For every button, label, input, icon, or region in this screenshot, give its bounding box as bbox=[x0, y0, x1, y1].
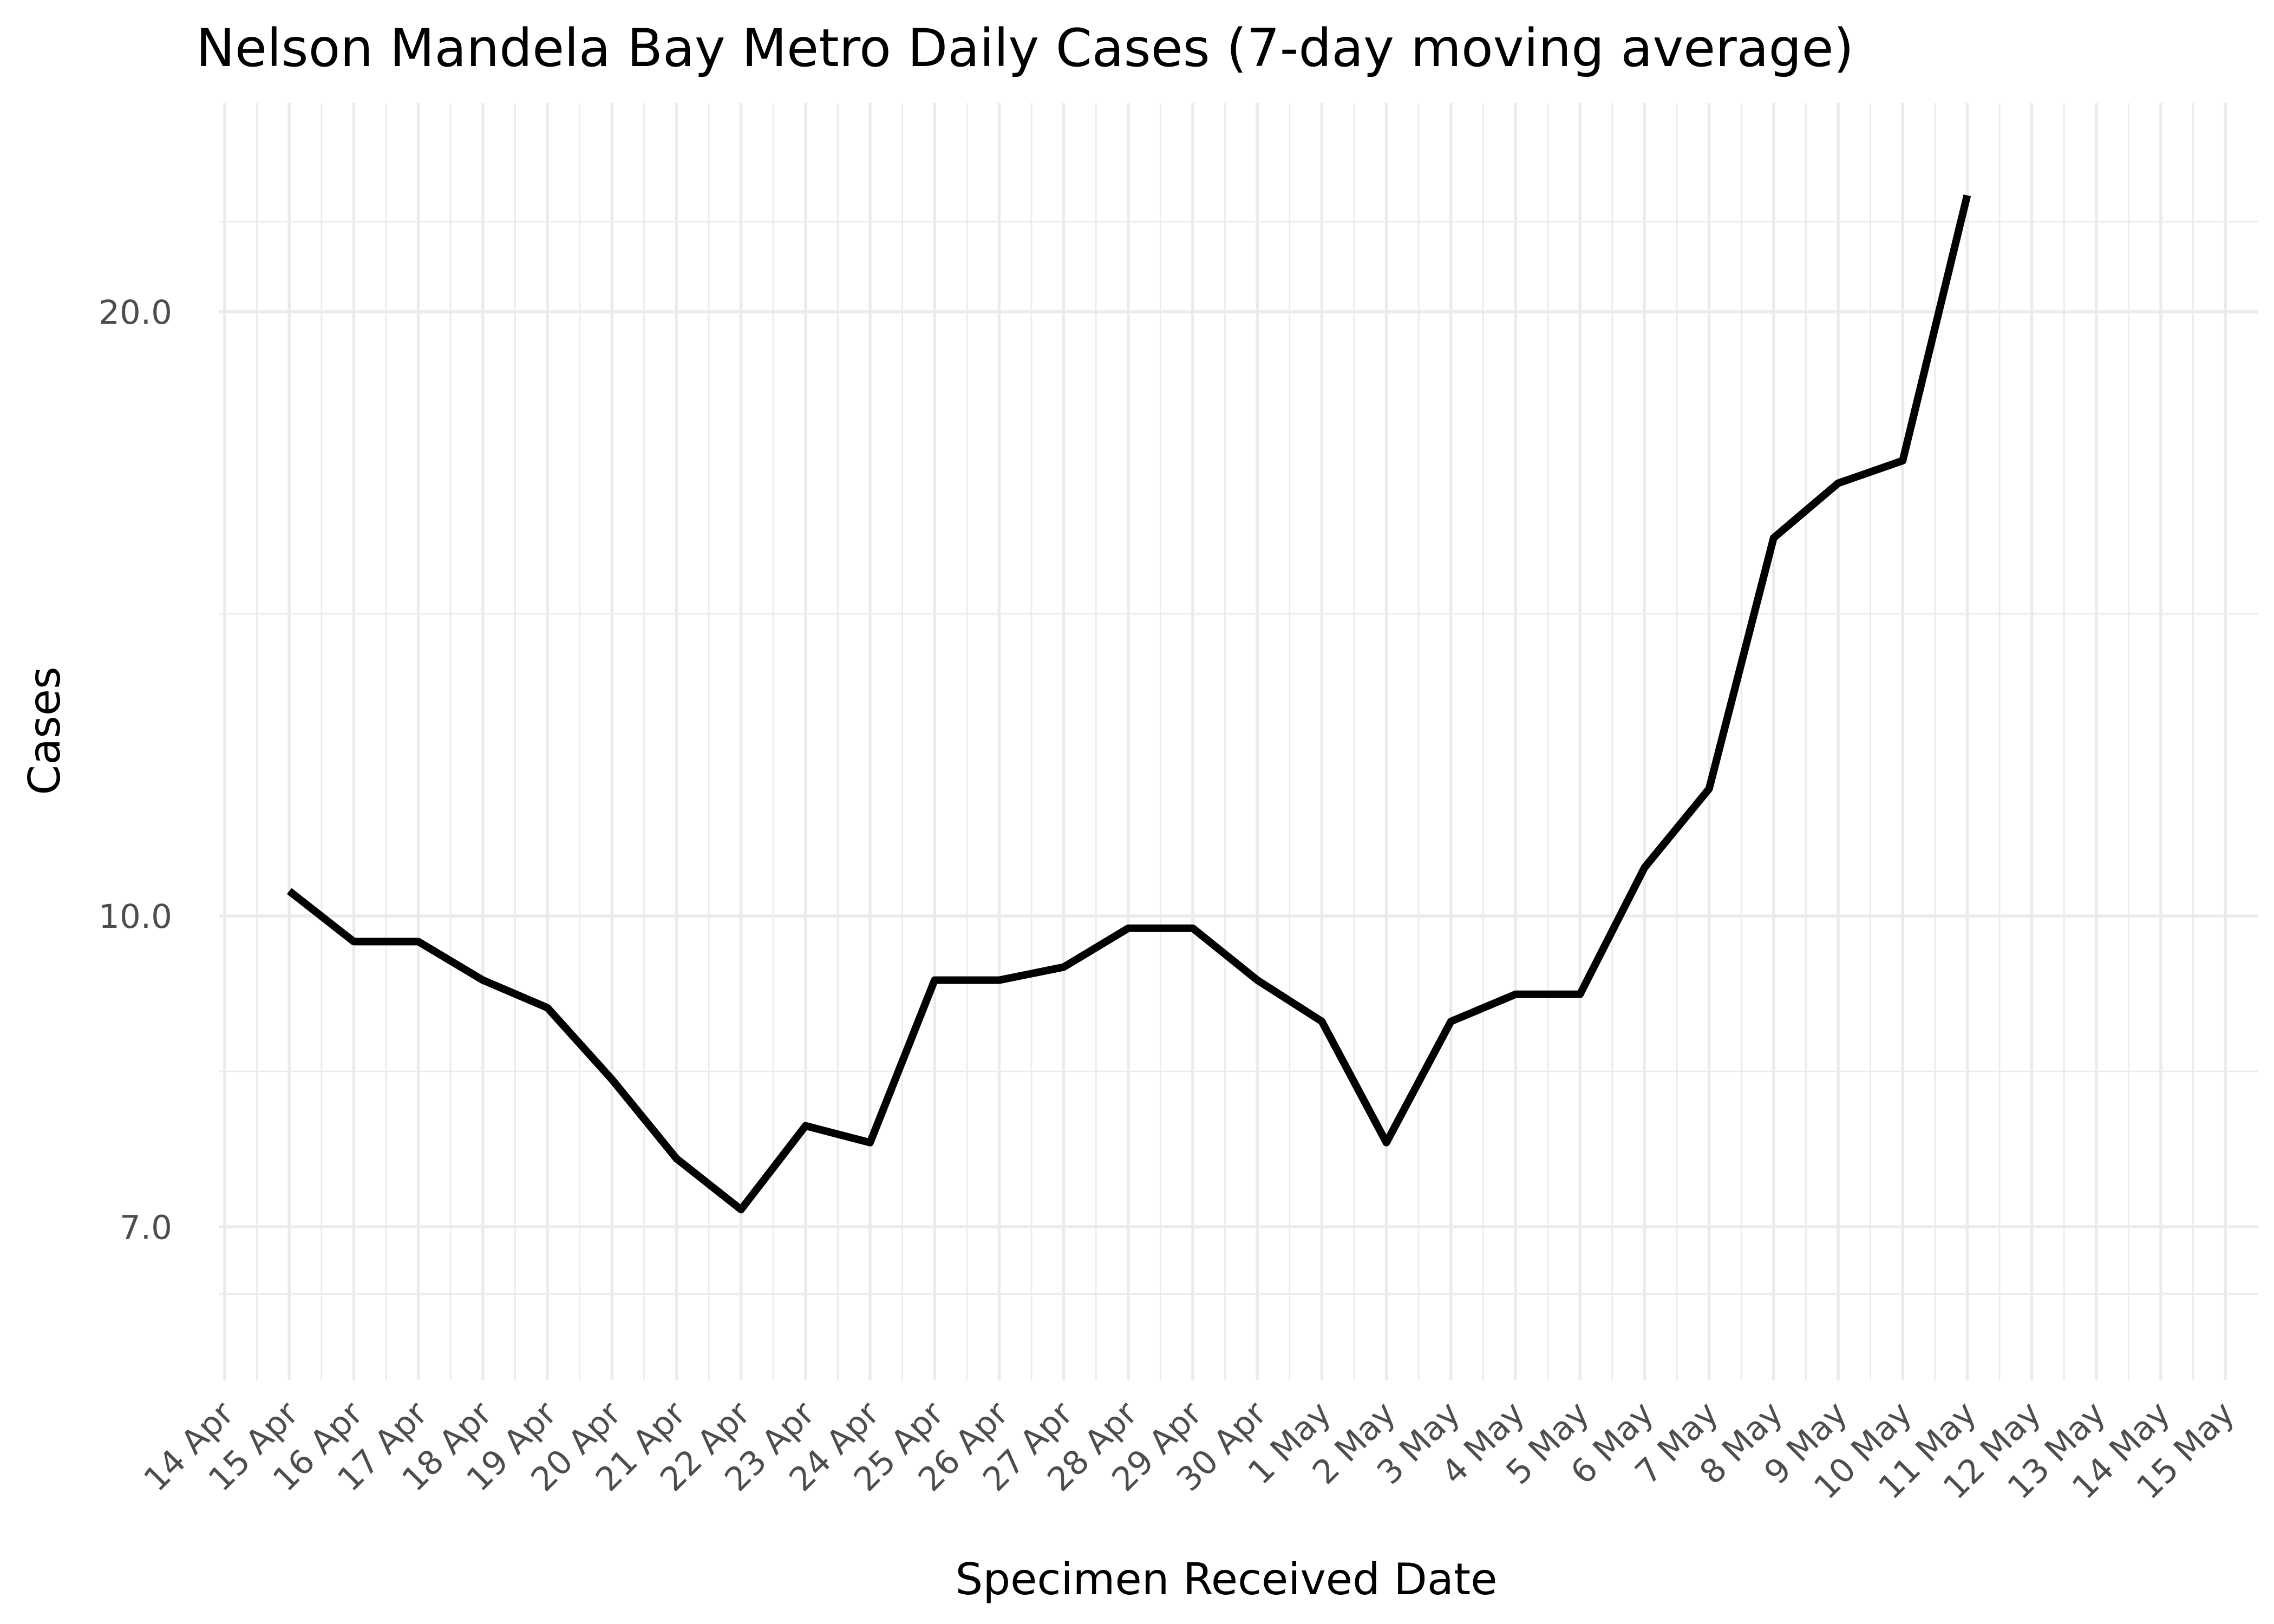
series-line bbox=[286, 194, 1971, 1214]
y-tick-label: 7.0 bbox=[120, 1208, 172, 1247]
y-tick-label: 10.0 bbox=[99, 898, 172, 936]
y-tick-label: 20.0 bbox=[99, 293, 172, 332]
x-axis-title: Specimen Received Date bbox=[956, 1554, 1498, 1605]
chart-title: Nelson Mandela Bay Metro Daily Cases (7-… bbox=[196, 18, 1854, 78]
y-axis-title: Cases bbox=[19, 666, 70, 795]
grid bbox=[219, 103, 2258, 1380]
y-axis-ticks: 7.0 10.0 20.0 bbox=[99, 293, 172, 1247]
